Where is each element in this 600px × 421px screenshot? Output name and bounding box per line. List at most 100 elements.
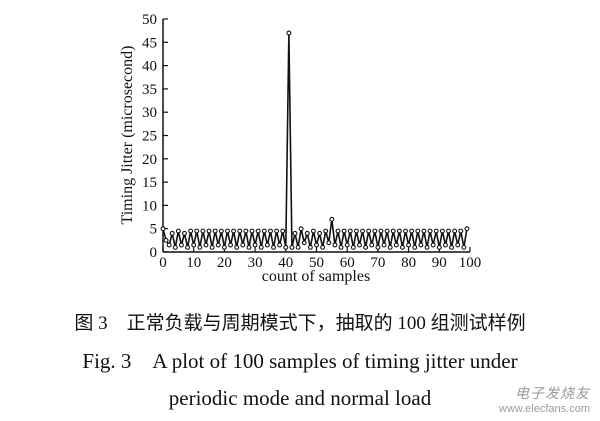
data-point xyxy=(200,228,206,234)
jitter-chart: 0 5 10 15 20 25 30 35 40 45 50 0 10 20 30 40 50 60 70 80 90 1… xyxy=(119,12,481,285)
data-point xyxy=(289,244,295,250)
data-point xyxy=(304,230,310,236)
x-tick-label: 50 xyxy=(309,255,324,271)
data-point xyxy=(194,228,200,234)
data-point xyxy=(264,242,270,248)
data-point xyxy=(231,228,237,234)
data-point xyxy=(403,228,408,234)
data-point xyxy=(268,228,273,234)
data-point xyxy=(347,228,353,234)
data-point xyxy=(298,226,304,232)
data-point xyxy=(228,242,233,248)
data-point xyxy=(360,228,365,234)
y-tick-label: 25 xyxy=(142,129,157,145)
y-tick-label: 5 xyxy=(150,222,158,238)
data-point xyxy=(163,237,169,243)
data-point xyxy=(430,242,436,248)
data-point xyxy=(160,226,166,232)
data-point xyxy=(396,228,402,234)
data-point xyxy=(166,242,172,248)
data-point xyxy=(332,242,338,248)
x-tick-label: 60 xyxy=(340,255,355,271)
data-point xyxy=(406,242,412,248)
data-point xyxy=(338,244,344,250)
data-point xyxy=(427,228,433,234)
y-tick-label: 20 xyxy=(142,152,157,168)
x-tick-label: 70 xyxy=(370,255,385,271)
data-point xyxy=(357,242,362,248)
data-point xyxy=(185,244,191,250)
data-point xyxy=(307,244,313,250)
data-point xyxy=(249,228,255,234)
data-point xyxy=(252,242,258,248)
data-point xyxy=(280,228,286,234)
ticks: 0 5 10 15 20 25 30 35 40 45 50 0 10 20 30 40 50 60 70 80 90 1… xyxy=(142,12,481,271)
data-point xyxy=(341,228,347,234)
y-tick-label: 45 xyxy=(142,35,157,51)
data-point xyxy=(283,244,289,250)
watermark-url: www.elecfans.com xyxy=(498,403,590,415)
data-point xyxy=(197,244,203,250)
data-point xyxy=(295,244,301,250)
data-point xyxy=(400,244,405,250)
data-point xyxy=(329,216,335,222)
data-point xyxy=(353,228,359,234)
data-point xyxy=(384,228,390,234)
data-point xyxy=(234,244,240,250)
data-point xyxy=(381,242,387,248)
data-point xyxy=(350,244,356,250)
y-tick-label: 40 xyxy=(142,59,157,75)
data-point xyxy=(421,228,427,234)
data-point xyxy=(225,228,230,234)
data-point xyxy=(412,244,418,250)
data-point xyxy=(175,228,181,234)
data-point xyxy=(409,228,415,234)
data-point xyxy=(206,228,212,234)
x-tick-label: 40 xyxy=(278,255,293,271)
data-point xyxy=(375,244,381,250)
figure-caption-english-line1: Fig. 3 A plot of 100 samples of timing j… xyxy=(82,349,518,373)
data-point xyxy=(292,230,298,236)
y-tick-label: 50 xyxy=(142,12,157,28)
data-point xyxy=(182,230,187,236)
axes xyxy=(162,19,470,253)
x-tick-label: 30 xyxy=(248,255,263,271)
x-tick-label: 80 xyxy=(401,255,416,271)
data-point xyxy=(271,244,276,250)
data-point xyxy=(237,228,243,234)
data-point xyxy=(323,228,329,234)
data-point xyxy=(203,242,209,248)
data-point xyxy=(188,228,194,234)
data-point xyxy=(255,228,261,234)
data-point xyxy=(240,242,246,248)
y-axis-title: Timing Jitter (microsecond) xyxy=(119,46,136,225)
data-point xyxy=(314,242,319,248)
data-point xyxy=(243,228,249,234)
data-point xyxy=(439,228,445,234)
data-point xyxy=(458,228,464,234)
data-point xyxy=(335,228,341,234)
data-point xyxy=(393,242,399,248)
x-tick-label: 10 xyxy=(186,255,201,271)
data-point xyxy=(455,242,461,248)
data-point xyxy=(301,240,307,246)
data-point xyxy=(436,244,442,250)
figure-caption-english-line2: periodic mode and normal load xyxy=(168,386,432,410)
data-point xyxy=(387,244,393,250)
series-line xyxy=(162,32,468,248)
x-tick-label: 90 xyxy=(432,255,447,271)
x-tick-label: 20 xyxy=(217,255,232,271)
data-point xyxy=(378,228,384,234)
data-point xyxy=(310,228,316,234)
data-point xyxy=(464,226,470,232)
x-axis-title: count of samples xyxy=(262,268,370,285)
x-tick-label: 100 xyxy=(459,255,482,271)
data-point xyxy=(424,244,430,250)
data-point xyxy=(369,242,375,248)
data-point xyxy=(277,242,283,248)
y-tick-label: 15 xyxy=(142,175,157,191)
x-tick-label: 0 xyxy=(159,255,167,271)
data-point xyxy=(415,228,421,234)
y-tick-label: 10 xyxy=(142,198,157,214)
data-point xyxy=(215,242,221,248)
